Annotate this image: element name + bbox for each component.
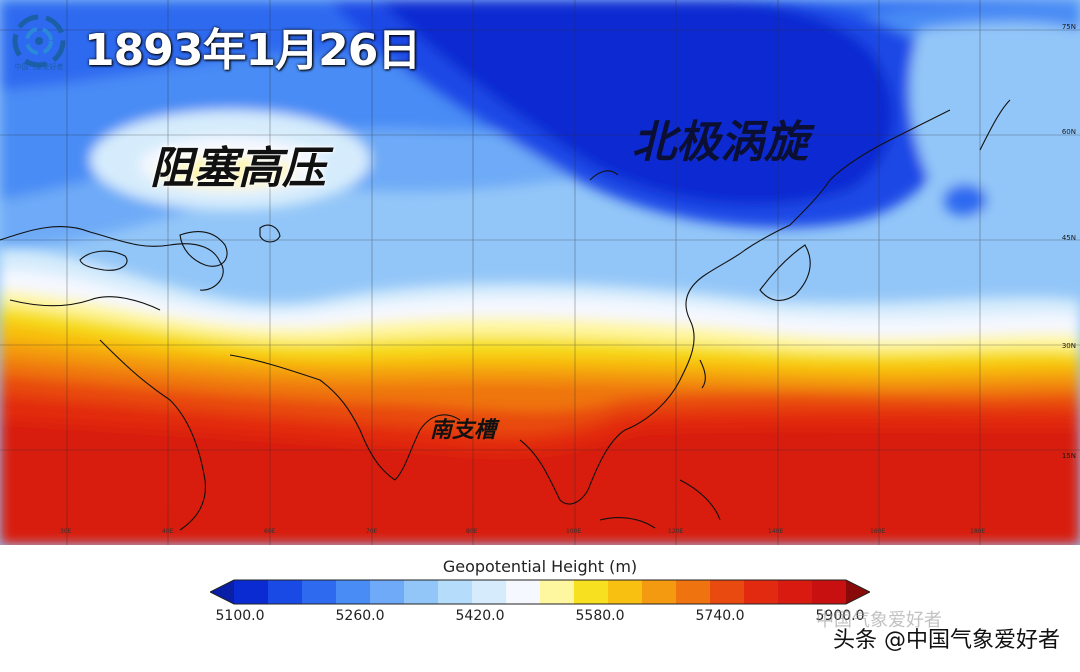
colorbar-swatch: [710, 580, 745, 604]
coastlines: [0, 99, 1011, 531]
colorbar-extend-low: [210, 580, 234, 604]
watermark: 中国气象爱好者: [816, 610, 942, 631]
colorbar-swatch: [506, 580, 541, 604]
colorbar-title: Geopotential Height (m): [442, 557, 638, 576]
colorbar-extend-high: [846, 580, 870, 604]
lon-label: 180E: [970, 528, 986, 535]
lon-label: 70E: [366, 528, 378, 535]
colorbar-swatch: [744, 580, 779, 604]
colorbar-tick: 5580.0: [575, 608, 625, 624]
colorbar-swatch: [574, 580, 609, 604]
south-trough-label: 南支槽: [430, 418, 497, 443]
blocking-high-label: 阻塞高压: [150, 143, 326, 194]
lat-label: 15N: [1061, 452, 1076, 460]
colorbar-swatch: [676, 580, 711, 604]
colorbar-outline: [210, 579, 870, 605]
colorbar-tick: 5420.0: [455, 608, 505, 624]
colorbar-swatch: [268, 580, 303, 604]
colorbar-swatch: [642, 580, 677, 604]
cma-logo-icon: [12, 14, 66, 68]
colorbar-swatch: [336, 580, 371, 604]
lon-label: 40E: [162, 528, 174, 535]
lat-label: 30N: [1061, 342, 1076, 350]
colorbar-swatch: [472, 580, 507, 604]
lon-label: 30E: [60, 528, 72, 535]
colorbar-swatch: [234, 580, 269, 604]
colorbar: [210, 579, 870, 605]
geopotential-height-map: [0, 0, 1080, 545]
lon-label: 160E: [870, 528, 886, 535]
lon-label: 120E: [668, 528, 684, 535]
colorbar-swatch: [370, 580, 405, 604]
colorbar-swatch: [778, 580, 813, 604]
colorbar-tick: 5900.0: [815, 608, 865, 624]
map-title: 1893年1月26日: [84, 25, 421, 76]
colorbar-swatch: [812, 580, 847, 604]
colorbar-swatch: [540, 580, 575, 604]
colorbar-swatch: [438, 580, 473, 604]
logo-text: 中国气象爱好者: [14, 63, 64, 71]
colorbar-tick: 5260.0: [335, 608, 385, 624]
colorbar-swatch: [404, 580, 439, 604]
lat-label: 60N: [1061, 128, 1076, 136]
lon-label: 100E: [566, 528, 582, 535]
lat-label: 75N: [1061, 23, 1076, 31]
colorbar-tick: 5100.0: [215, 608, 265, 624]
colorbar-swatch: [302, 580, 337, 604]
polar-vortex-label: 北极涡旋: [632, 117, 808, 168]
lon-label: 80E: [466, 528, 478, 535]
source-credit: 头条 @中国气象爱好者: [833, 628, 1060, 653]
lon-label: 140E: [768, 528, 784, 535]
colorbar-tick: 5740.0: [695, 608, 745, 624]
lon-label: 60E: [264, 528, 276, 535]
colorbar-swatch: [608, 580, 643, 604]
lat-label: 45N: [1061, 234, 1076, 242]
